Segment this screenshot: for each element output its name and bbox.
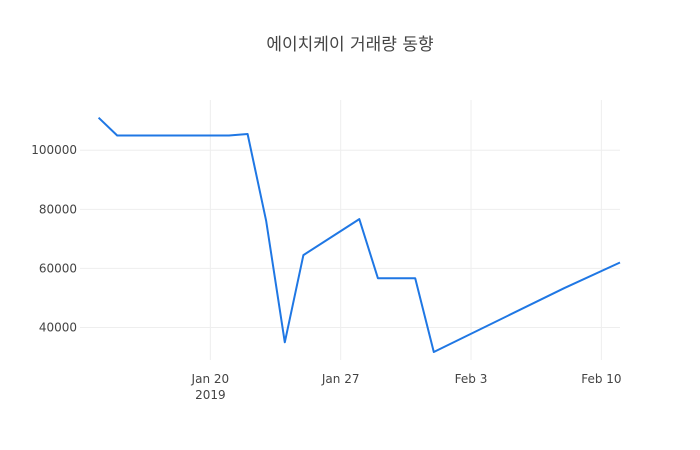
y-tick-label: 60000	[39, 261, 77, 275]
series-line	[97, 116, 621, 353]
y-tick-label: 80000	[39, 202, 77, 216]
x-tick-label: Feb 10	[581, 372, 621, 386]
x-axis: Jan 20 2019 Jan 27 Feb 3 Feb 10	[191, 372, 622, 402]
series-layer	[97, 116, 621, 353]
y-tick-label: 100000	[31, 143, 77, 157]
x-tick-label: Jan 27	[321, 372, 360, 386]
x-tick-year-label: 2019	[195, 388, 226, 402]
y-axis: 40000 60000 80000 100000	[31, 143, 77, 334]
chart-title: 에이치케이 거래량 동향	[266, 35, 433, 55]
x-tick-label: Jan 20	[191, 372, 230, 386]
grid-layer	[80, 100, 620, 360]
x-tick-label: Feb 3	[455, 372, 488, 386]
y-tick-label: 40000	[39, 321, 77, 335]
